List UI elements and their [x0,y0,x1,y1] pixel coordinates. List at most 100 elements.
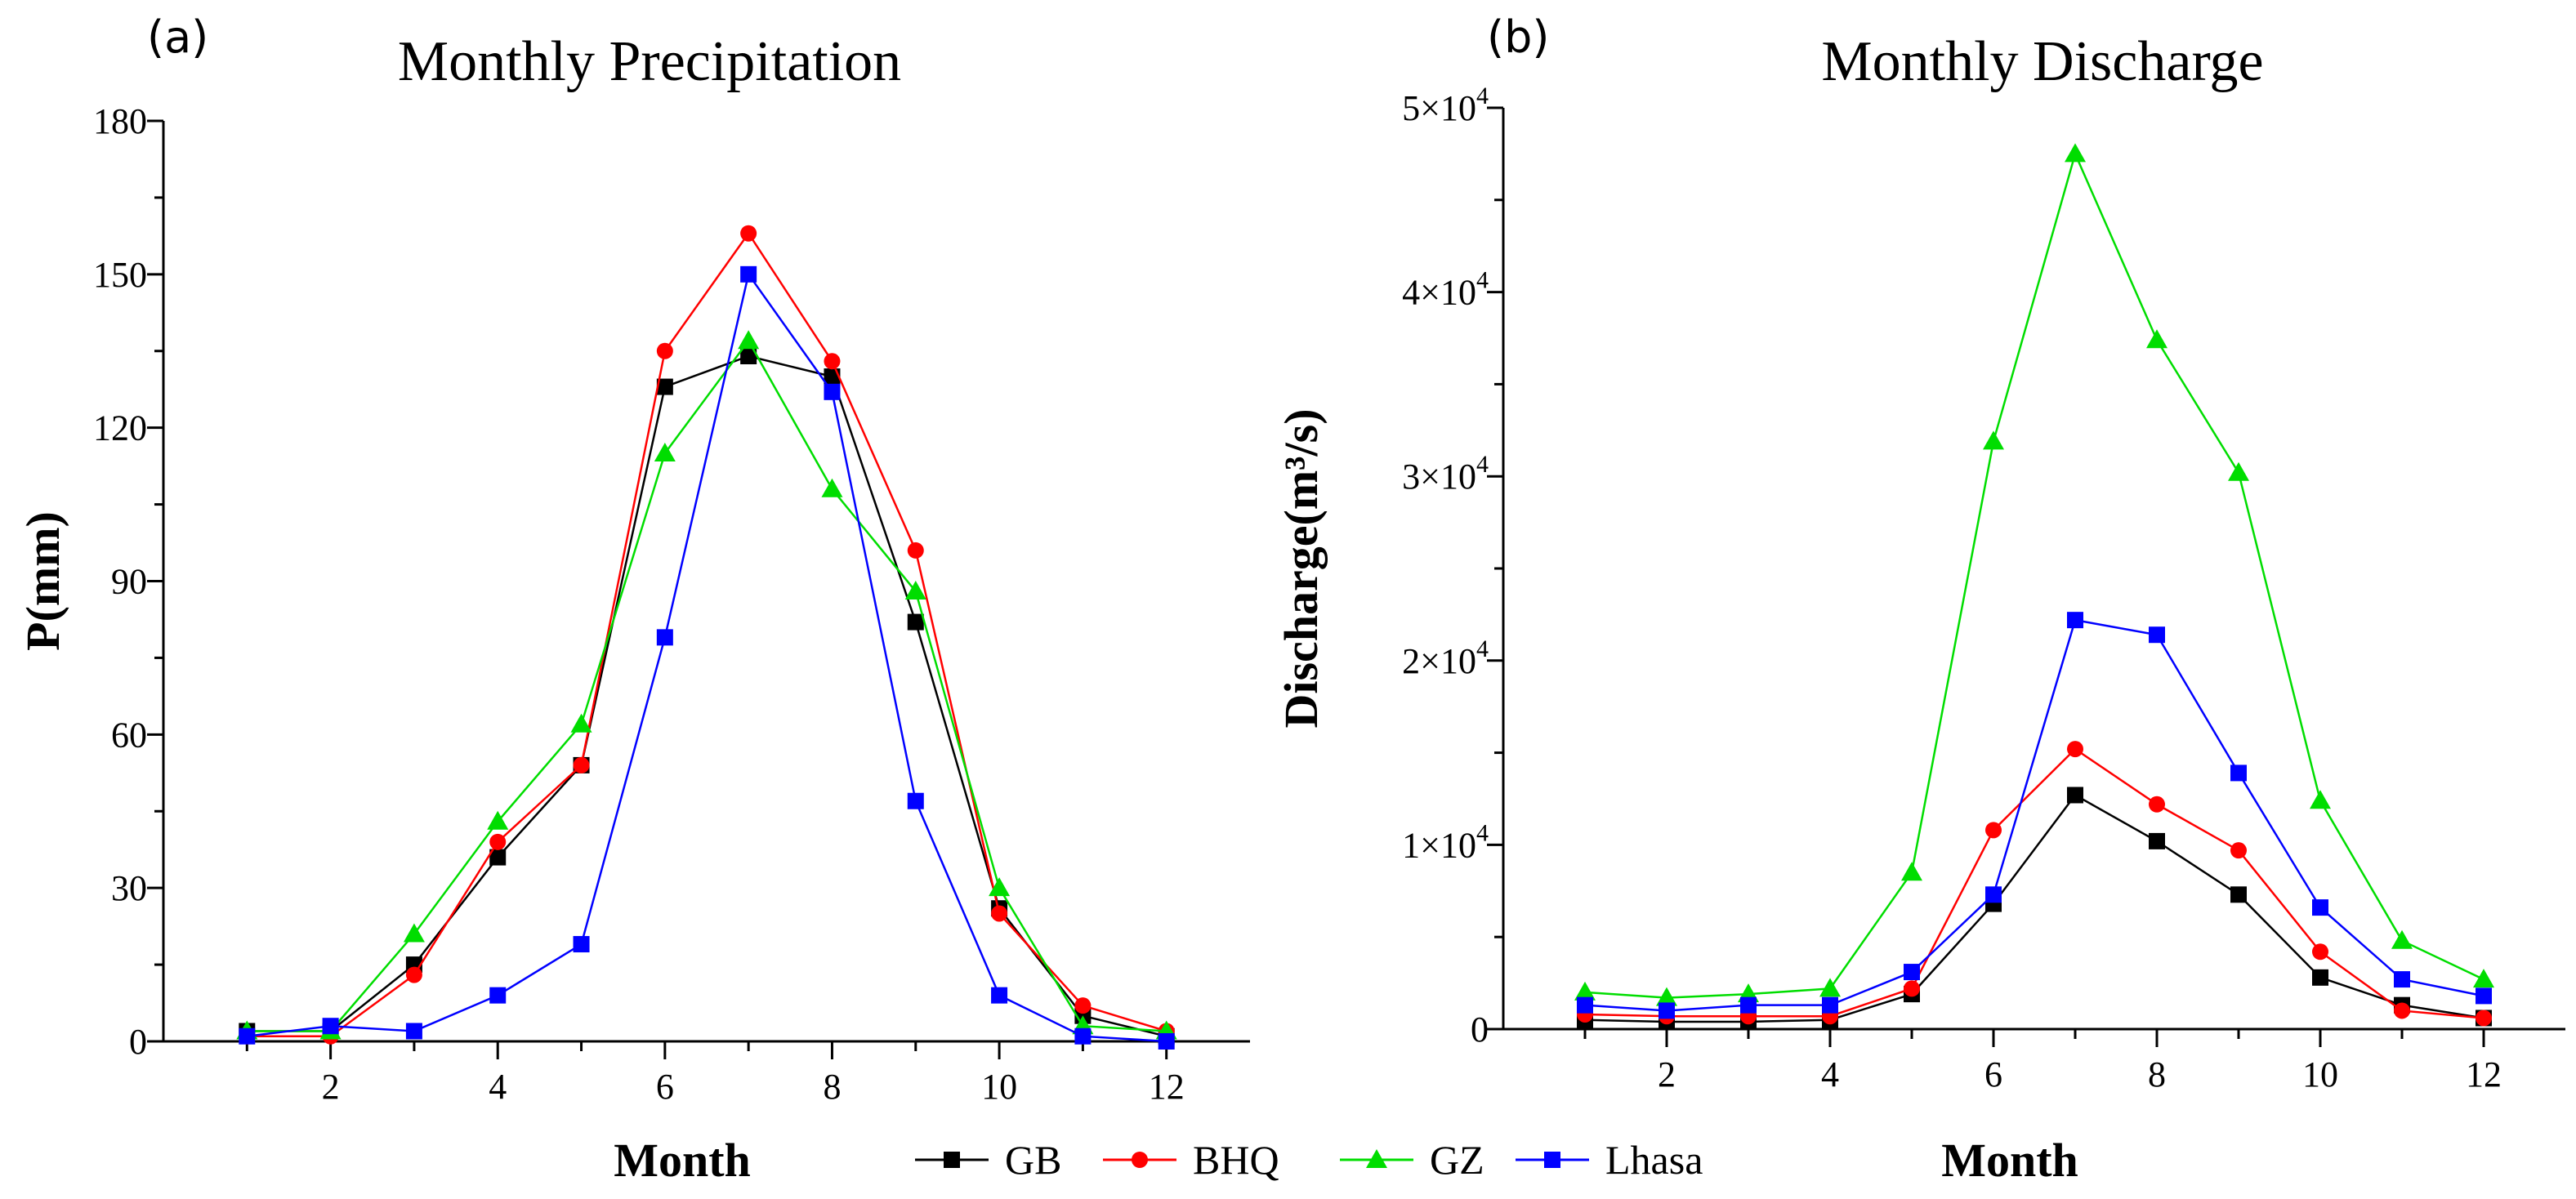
x-tick-label: 4 [1821,1054,1839,1094]
data-point-gz [2146,329,2168,349]
y-tick-label: 1×104 [1402,819,1489,865]
data-point-gz [989,877,1011,897]
x-tick-label: 8 [2148,1054,2166,1094]
data-point-gz [570,713,592,733]
y-tick-label: 5×104 [1402,82,1489,128]
series-line-bhq [1584,747,2484,1019]
data-point-bhq [1904,980,1920,997]
y-tick-exponent: 4 [1476,635,1489,662]
data-point-lhasa [907,792,924,809]
y-tick-label: 4×104 [1402,267,1489,313]
series-line-gz [247,338,1167,1032]
x-tick-label: 8 [823,1067,841,1107]
data-point-lhasa [2312,899,2328,916]
data-point-gz [403,923,425,943]
y-tick-mantissa: 4×10 [1402,273,1476,313]
data-point-lhasa [2149,626,2165,644]
data-point-lhasa [1074,1027,1092,1045]
data-point-lhasa [824,383,841,400]
data-point-gz [1656,987,1677,1006]
data-point-gb [740,348,757,365]
data-point-bhq [2067,741,2083,758]
x-tick-label: 12 [2466,1054,2502,1094]
data-point-lhasa [239,1027,256,1045]
data-point-gz [1819,978,1841,997]
data-point-lhasa [1740,996,1757,1014]
data-point-gb [656,378,673,395]
data-point-gz [821,478,843,497]
series-line-gb [247,354,1167,1037]
series-line-bhq [247,231,1167,1037]
y-tick-exponent: 4 [1476,267,1489,294]
legend-label-bhq: BHQ [1193,1137,1279,1183]
y-tick-label: 90 [111,562,147,602]
data-point-gz [1983,430,2004,450]
panel-label-a: (a) [147,11,208,63]
x-tick-label: 4 [489,1067,507,1107]
data-point-lhasa [991,987,1008,1004]
series-line-lhasa [247,271,1167,1043]
data-point-lhasa [656,629,673,646]
panel-label-b: (b) [1487,11,1549,63]
data-point-bhq [489,833,507,850]
data-point-gz [487,810,509,830]
data-point-bhq [405,966,422,983]
y-tick-exponent: 4 [1476,82,1489,109]
data-point-lhasa [1904,964,1920,981]
series-lhasa [1577,612,2492,1019]
series-gz [1574,143,2494,1006]
y-tick-mantissa: 5×10 [1402,88,1476,128]
y-tick-label: 120 [93,408,147,448]
data-point-gz [2065,143,2086,163]
chart-title: Monthly Precipitation [398,30,901,93]
y-axis-label: Discharge(m³/s) [1275,408,1328,728]
data-point-gz [1901,862,1922,881]
data-point-bhq [2230,842,2247,859]
series-line-gb [1584,793,2484,1023]
data-point-lhasa [740,265,757,283]
data-point-bhq [2394,1002,2410,1019]
legend-marker-lhasa [1544,1152,1560,1168]
legend-marker-gb [944,1152,960,1168]
legend-marker-bhq [1132,1152,1148,1168]
data-point-bhq [991,905,1008,922]
data-point-bhq [740,225,757,242]
x-tick-label: 2 [322,1067,340,1107]
y-tick-label: 150 [93,255,147,295]
data-point-lhasa [2067,612,2083,629]
data-point-lhasa [1577,996,1593,1014]
data-point-lhasa [322,1018,339,1035]
x-tick-label: 12 [1149,1067,1185,1107]
y-tick-label: 3×104 [1402,451,1489,497]
data-point-lhasa [1985,886,2002,903]
data-point-gb [2149,832,2165,849]
y-tick-label: 60 [111,715,147,755]
data-point-lhasa [2476,987,2492,1005]
series-line-lhasa [1584,618,2484,1012]
data-point-lhasa [573,936,590,953]
legend-marker-gz [1366,1149,1387,1168]
legend: GB BHQ GZ Lhasa [915,1137,1703,1183]
x-tick-label: 6 [1984,1054,2002,1094]
series-line-gz [1584,150,2484,999]
data-point-bhq [907,542,924,559]
data-point-gz [2228,461,2249,481]
data-point-gz [904,581,926,600]
data-point-gb [489,849,507,866]
x-tick-label: 10 [2302,1054,2338,1094]
data-point-lhasa [1659,1002,1675,1019]
y-tick-label: 30 [111,868,147,908]
y-tick-mantissa: 2×10 [1402,641,1476,681]
data-point-bhq [1074,997,1092,1014]
data-point-gz [2391,929,2413,949]
legend-label-gz: GZ [1430,1137,1484,1183]
data-point-gb [2312,969,2328,986]
y-tick-mantissa: 3×10 [1402,457,1476,497]
data-point-gb [907,613,924,631]
data-point-gz [738,330,760,350]
x-axis-label: Month [614,1134,751,1187]
y-axis-label: P(mm) [16,511,69,651]
x-axis-label: Month [1941,1134,2078,1187]
